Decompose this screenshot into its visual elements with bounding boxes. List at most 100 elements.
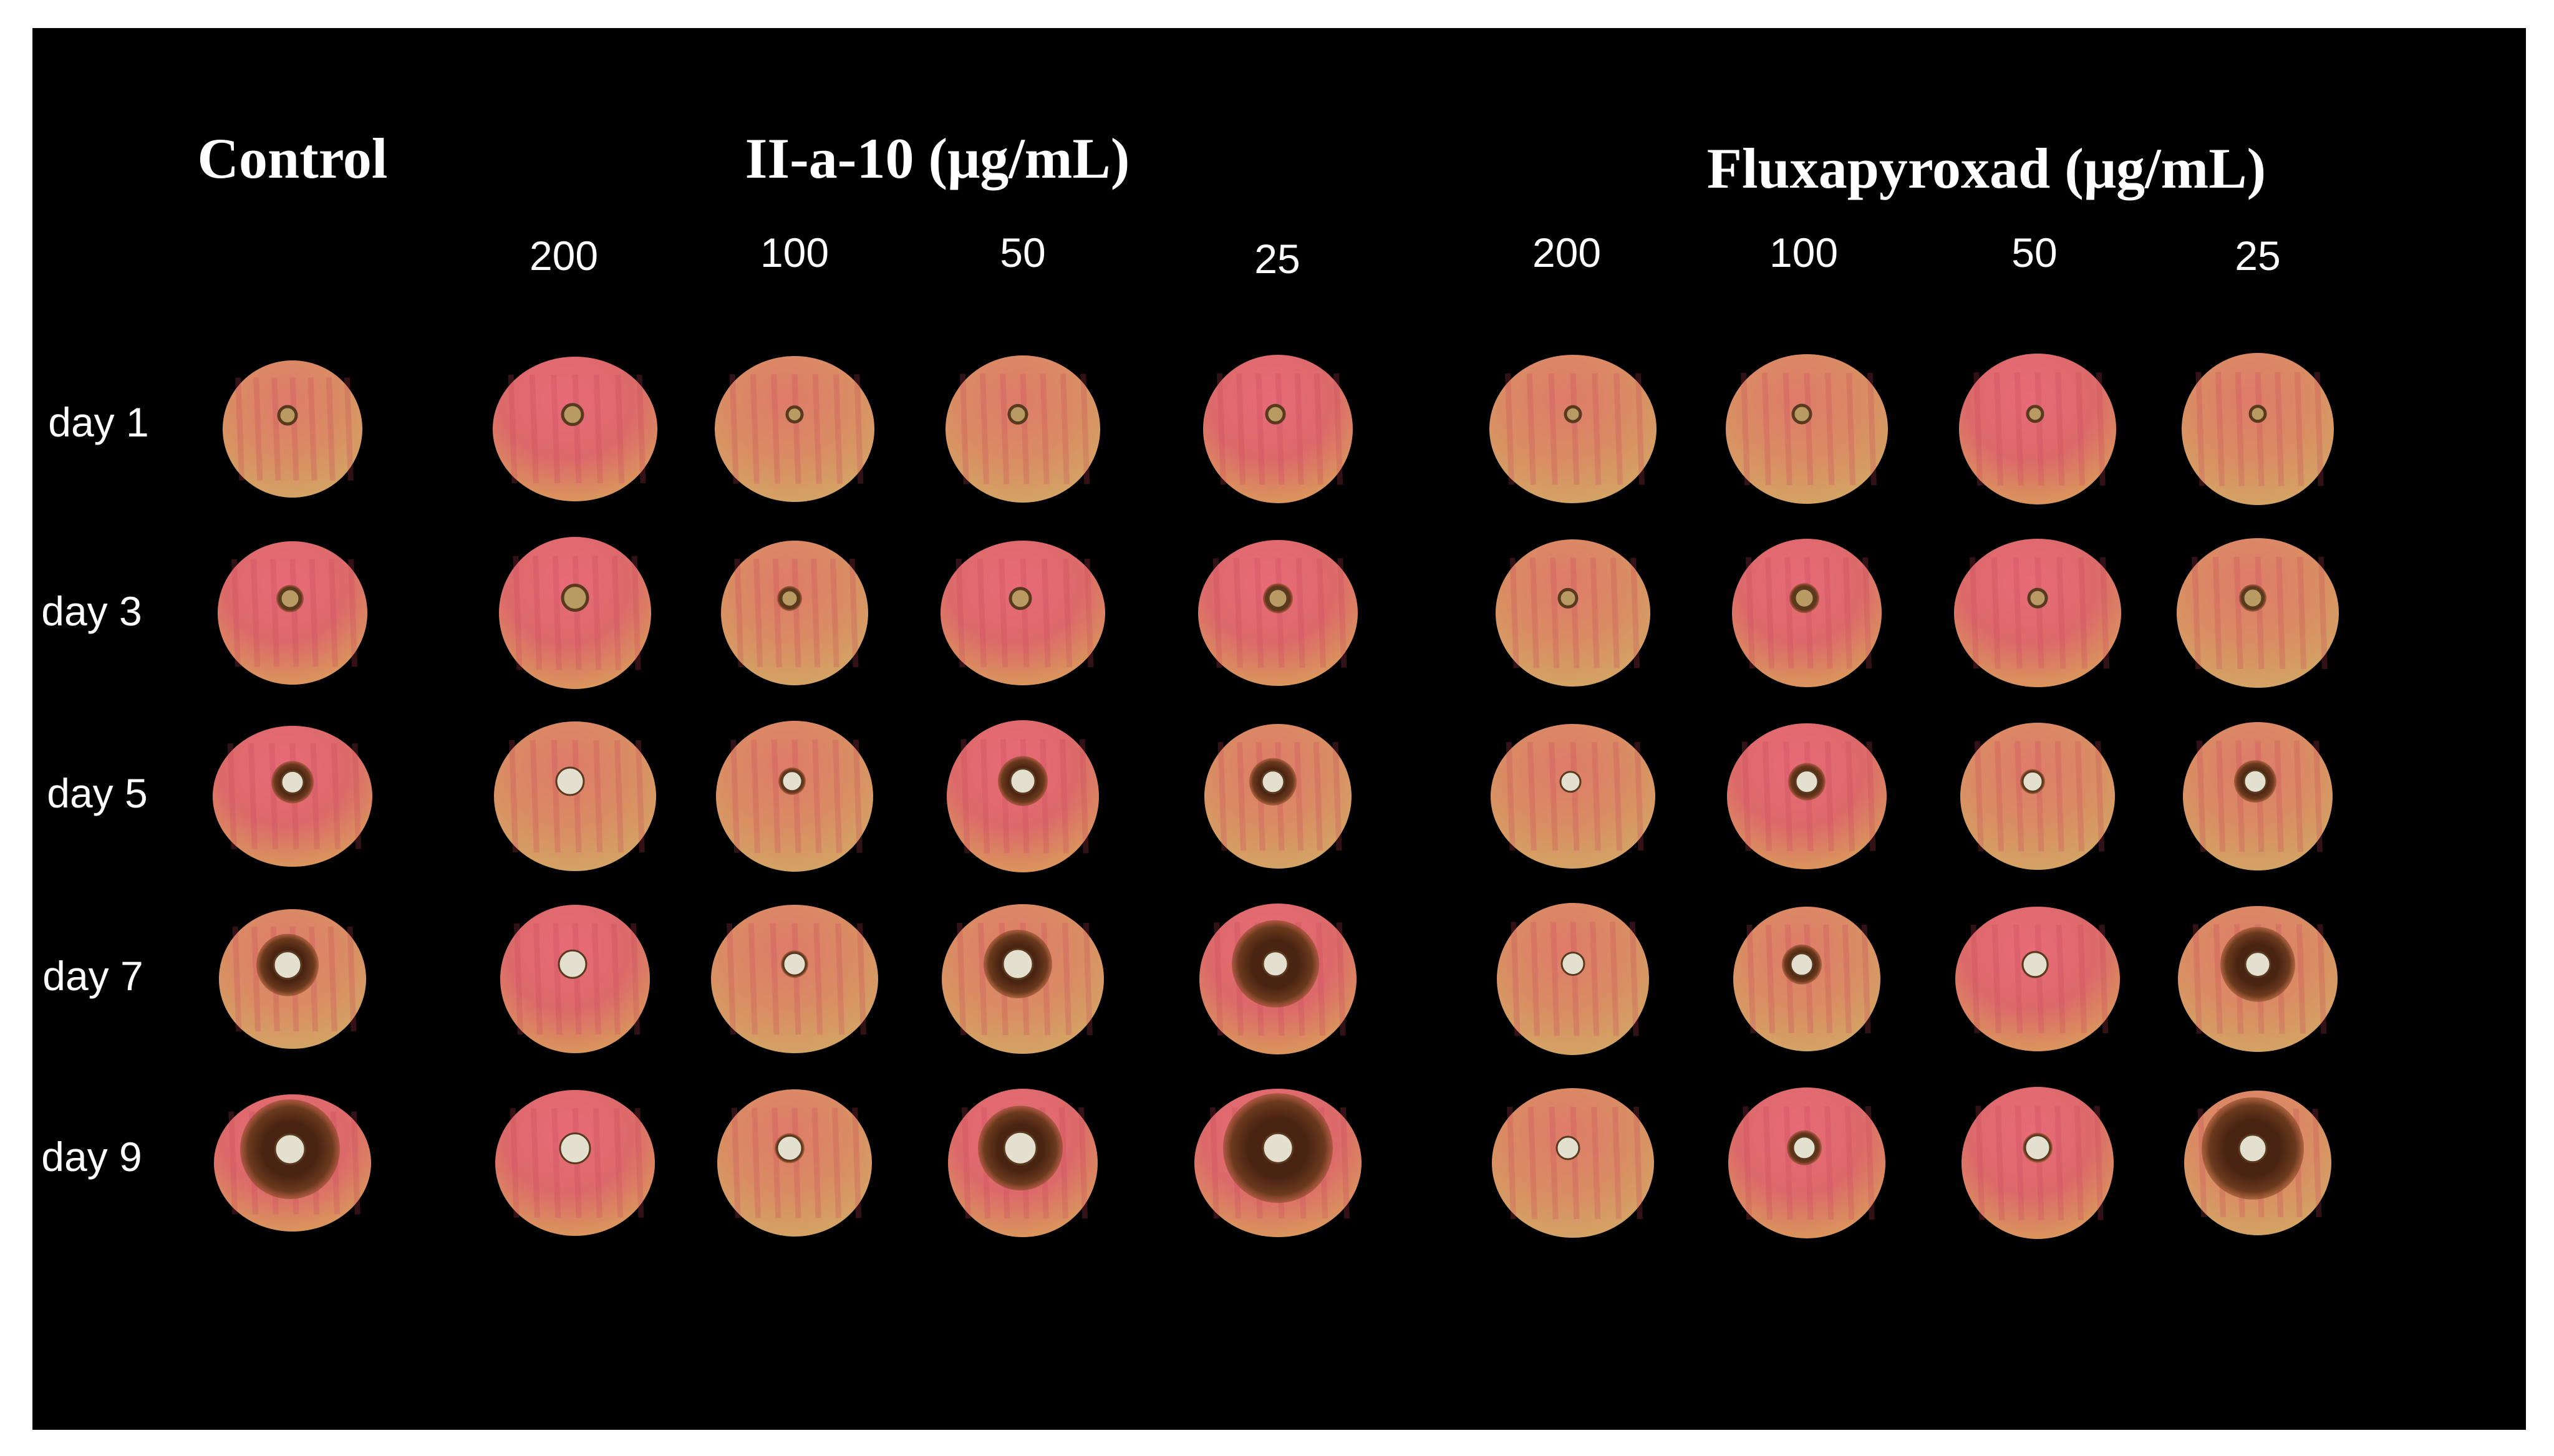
apple-streak [1825,372,1835,486]
inoculation-plug [2238,1134,2268,1164]
apple-streak [854,374,864,484]
apple-streak [1783,741,1793,851]
apple-streak [812,374,822,484]
apple-streak [1275,373,1285,485]
apple-streak [1058,1107,1068,1219]
apple-streak [791,923,801,1035]
apple-streak [791,558,801,668]
apple-streak [2297,556,2307,670]
inoculation-plug [1002,948,1034,980]
apple-streak [530,1108,540,1218]
apple-streak [1823,924,1833,1034]
apple-streak [228,1111,238,1215]
ii-conc-100: 100 [760,229,829,276]
inoculation-plug [561,584,589,612]
apple-ii-25-day9 [1194,1089,1362,1237]
apple-streak [2233,556,2243,670]
apple-streak [2296,924,2306,1034]
apple-ii-100-day7 [711,905,878,1053]
inoculation-plug [559,1132,591,1165]
apple-streak [1020,374,1030,485]
day-label-7: day 7 [42,953,143,999]
apple-streak [1763,1106,1773,1220]
apple-streak [1865,1106,1875,1220]
apple-streak [1969,557,1979,669]
apple-streak [2014,372,2024,486]
apple-streak [552,556,562,670]
apple-streak [513,556,523,670]
apple-flux-50-day9 [1961,1087,2114,1239]
apple-streak [533,923,543,1035]
apple-flux-200-day5 [1491,724,1655,869]
apple-streak [1842,924,1852,1034]
apple-flux-200-day9 [1492,1088,1654,1238]
apple-streak [849,558,859,668]
apple-streak [1970,924,1980,1034]
fluxapyroxad-header: Fluxapyroxad (μg/mL) [1707,137,2266,200]
apple-streak [2078,557,2088,669]
apple-body [1959,354,2116,504]
apple-body [946,355,1100,503]
apple-streak [1762,741,1772,851]
inoculation-plug [2241,586,2265,610]
apple-streak [2013,557,2023,669]
apple-streak [2215,372,2225,486]
apple-streak [771,374,781,484]
apple-grid [213,353,2339,1239]
apple-streak [1332,741,1342,851]
apple-streak [553,923,563,1035]
apple-streak [2274,740,2284,852]
apple-streak [1079,739,1089,854]
inoculation-plug [1559,771,1582,793]
apple-streak [636,374,646,484]
apple-streak [999,558,1009,668]
apple-streak [1548,373,1558,485]
inoculation-plug [2021,770,2044,793]
flux-conc-200: 200 [1532,229,1601,276]
apple-streak [1861,924,1871,1034]
apple-streak [1337,558,1347,668]
day-label-5: day 5 [47,770,147,816]
apple-streak [1991,557,2001,669]
apple-ii-200-day1 [493,357,657,501]
apple-streak [830,558,839,668]
inoculation-plug [2243,769,2268,794]
apple-body [500,905,650,1053]
inoculation-plug [1262,1132,1294,1164]
apple-flux-200-day1 [1489,355,1657,503]
apple-streak [957,922,967,1036]
inoculation-plug [1003,1131,1038,1165]
apple-streak [857,923,867,1035]
apple-streak [269,743,279,849]
apple-streak [1294,741,1304,851]
apple-streak [1549,741,1559,851]
apple-streak [1294,373,1304,485]
apple-streak [1549,1106,1559,1220]
apple-streak [591,923,601,1035]
apple-streak [251,926,261,1032]
apple-streak [611,556,621,670]
inoculation-plug [2024,1134,2051,1162]
apple-streak [1570,1106,1580,1220]
apple-streak [1613,373,1623,485]
apple-streak [1741,741,1751,851]
apple-streak [614,740,624,853]
apple-control-day9 [214,1094,371,1232]
apple-streak [611,923,621,1035]
apple-streak [2054,1106,2064,1220]
apple-streak [1040,739,1050,854]
apple-streak [772,1107,781,1218]
apple-streak [1590,922,1600,1036]
apple-streak [1509,557,1519,668]
apple-streak [1782,372,1792,486]
apple-streak [1761,372,1771,486]
apple-streak [351,1111,360,1215]
apple-streak [772,558,782,668]
apple-streak [977,922,987,1036]
apple-streak [980,374,990,485]
apple-streak [2213,924,2223,1034]
apple-streak [551,374,561,484]
apple-streak [1080,374,1090,485]
inoculation-plug [273,950,302,980]
figure-panel: Control II-a-10 (μg/mL) Fluxapyroxad (μg… [32,28,2526,1430]
